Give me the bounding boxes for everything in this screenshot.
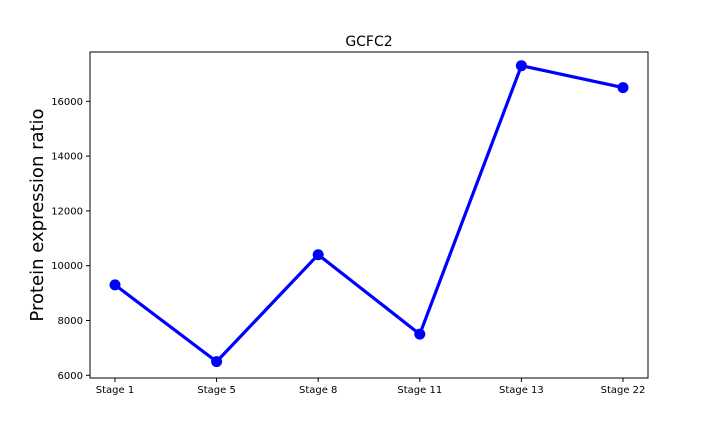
y-axis-label: Protein expression ratio (27, 108, 48, 321)
y-tick-label: 8000 (58, 316, 83, 327)
data-point (312, 249, 324, 261)
data-point (617, 82, 629, 94)
data-point (414, 328, 426, 340)
y-tick-label: 14000 (51, 152, 83, 163)
x-tick-label: Stage 22 (601, 385, 646, 396)
y-tick-label: 12000 (51, 206, 83, 217)
data-point (109, 279, 121, 291)
data-point (515, 60, 527, 72)
chart-title: GCFC2 (345, 34, 392, 50)
x-tick-label: Stage 11 (397, 385, 442, 396)
y-tick-label: 16000 (51, 97, 83, 108)
y-tick-label: 6000 (58, 371, 83, 382)
series-line (113, 64, 625, 364)
series-layer (109, 60, 629, 368)
data-point (211, 356, 223, 368)
plot-area-frame (89, 51, 649, 379)
x-tick-label: Stage 1 (96, 385, 134, 396)
x-axis-ticks: Stage 1 Stage 5 Stage 8 Stage 11 Stage 13 Sta… (96, 378, 646, 396)
y-axis-ticks: 6000 8000 10000 12000 14000 16000 (51, 97, 90, 382)
y-tick-label: 10000 (51, 261, 83, 272)
x-tick-label: Stage 13 (499, 385, 544, 396)
x-tick-label: Stage 5 (197, 385, 235, 396)
x-tick-label: Stage 8 (299, 385, 337, 396)
